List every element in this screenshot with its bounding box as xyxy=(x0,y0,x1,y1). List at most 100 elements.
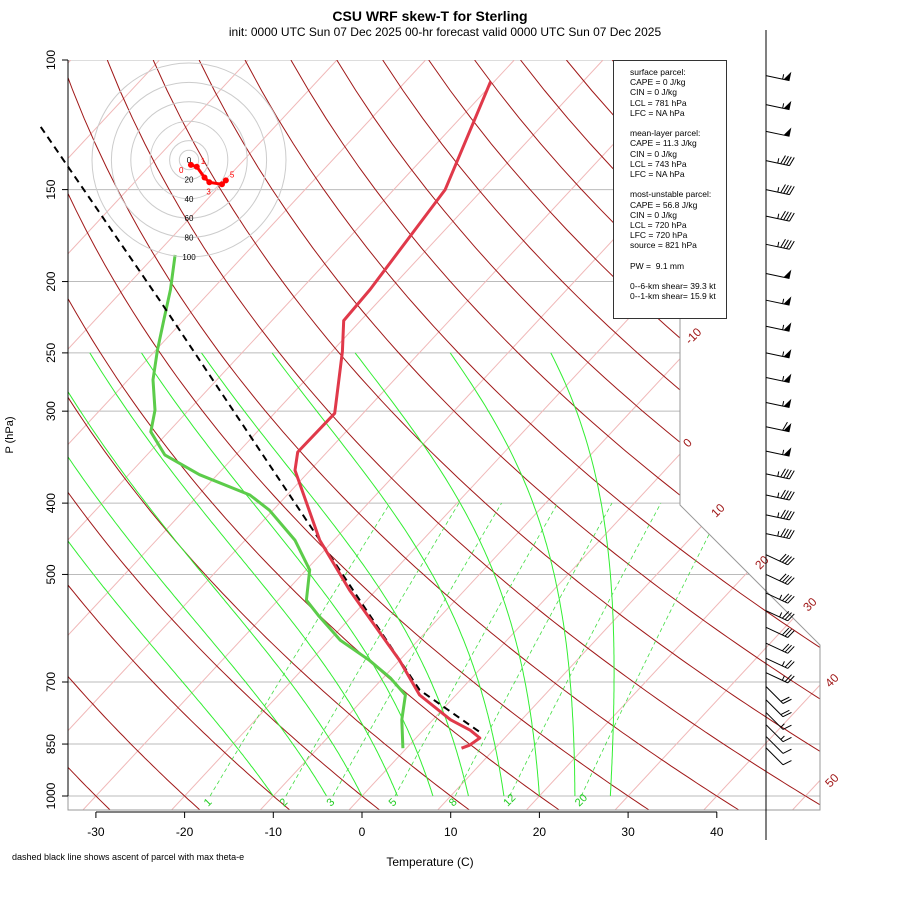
mixing-ratio-line xyxy=(332,502,502,797)
barb-staff xyxy=(765,712,784,730)
wind-barb xyxy=(765,349,792,359)
barb-flag xyxy=(783,239,789,249)
mixing-ratio-line xyxy=(580,502,726,797)
isotherm-label: 40 xyxy=(822,671,842,691)
barb-flag xyxy=(786,212,792,221)
isotherm-label: -10 xyxy=(682,325,704,347)
hodograph-point xyxy=(206,179,213,186)
stat-line: LFC = NA hPa xyxy=(630,169,685,180)
barb-pennant xyxy=(783,422,792,432)
y-tick-label: 1000 xyxy=(44,782,58,809)
mixing-ratio-label: 5 xyxy=(387,796,400,809)
dry-adiabat xyxy=(795,60,820,810)
wind-barb xyxy=(765,626,795,638)
barb-flag xyxy=(786,185,792,195)
isotherm-label: 10 xyxy=(708,501,728,521)
barb-flag xyxy=(783,510,789,519)
wind-barb xyxy=(765,155,795,167)
hodograph-point-label: 0 xyxy=(179,166,184,175)
barb-staff xyxy=(765,747,784,766)
stat-line: LCL = 781 hPa xyxy=(630,97,687,108)
hodograph-ring xyxy=(130,101,248,219)
wind-barb xyxy=(765,421,792,433)
stat-line: 0--1-km shear= 15.9 kt xyxy=(630,291,716,302)
wind-barb xyxy=(765,127,792,137)
barb-half-flag xyxy=(782,449,785,455)
barb-pennant xyxy=(783,71,792,81)
mixing-ratio-label: 1 xyxy=(202,796,215,809)
x-tick-label: -20 xyxy=(176,825,194,839)
barb-flag xyxy=(786,240,792,249)
barb-flag xyxy=(779,553,787,562)
hodograph-ring xyxy=(110,81,268,239)
stat-line: PW = 9.1 mm xyxy=(630,260,685,271)
barb-pennant xyxy=(783,269,792,279)
dry-adiabat xyxy=(703,60,820,810)
wind-barb xyxy=(765,468,795,480)
barb-staff xyxy=(765,325,790,332)
wind-barb xyxy=(765,184,795,196)
barb-pennant xyxy=(783,447,792,457)
dry-adiabat xyxy=(152,60,820,810)
chart-title: CSU WRF skew-T for Sterling xyxy=(332,8,528,24)
hodograph-ring-label: 80 xyxy=(185,234,194,243)
isotherm xyxy=(68,60,160,810)
barb-staff xyxy=(765,592,788,604)
barb-staff xyxy=(765,610,788,622)
barb-pennant xyxy=(783,398,792,408)
barb-flag xyxy=(780,238,786,248)
wind-barb xyxy=(765,71,792,82)
dry-adiabat xyxy=(842,60,900,812)
hodograph-ring-label: 20 xyxy=(185,175,194,184)
y-tick-label: 100 xyxy=(44,50,58,70)
hodograph-ring xyxy=(178,149,200,171)
barb-flag xyxy=(784,576,792,584)
barb-staff xyxy=(765,402,790,409)
barb-flag xyxy=(781,555,790,563)
barb-staff xyxy=(765,686,784,704)
hodograph-ring-label: 60 xyxy=(185,214,194,223)
barb-half-flag xyxy=(782,351,785,357)
hodograph-point xyxy=(218,181,225,188)
stat-line: source = 821 hPa xyxy=(630,240,697,251)
barb-flag xyxy=(787,646,795,654)
wind-barb xyxy=(765,610,795,622)
mixing-ratio-line xyxy=(394,502,559,797)
barb-flag xyxy=(783,155,789,165)
barb-half-flag xyxy=(777,531,780,537)
wind-barb xyxy=(765,747,792,766)
barb-half-flag xyxy=(782,74,785,80)
stats-box: surface parcel: CAPE = 0 J/kg CIN = 0 J/kg… xyxy=(613,60,727,319)
barb-half-flag xyxy=(777,492,780,498)
wind-barb xyxy=(765,373,792,383)
hodograph-point xyxy=(201,174,208,181)
stat-line: mean-layer parcel: xyxy=(630,128,701,139)
dry-adiabat xyxy=(106,60,820,810)
stat-line: CIN = 0 J/kg xyxy=(630,148,678,159)
barb-staff xyxy=(765,724,784,742)
barb-flag xyxy=(781,611,790,619)
wind-barb xyxy=(765,724,792,743)
barb-flag xyxy=(782,736,792,743)
y-tick-label: 200 xyxy=(44,271,58,291)
barb-flag xyxy=(784,556,792,564)
stat-line xyxy=(630,179,726,189)
barb-staff xyxy=(765,573,788,586)
stat-line: CAPE = 56.8 J/kg xyxy=(630,199,698,210)
barb-flag xyxy=(786,510,792,520)
wind-barb xyxy=(765,489,795,501)
stat-line xyxy=(630,118,726,128)
barb-flag xyxy=(783,184,789,194)
barb-flag xyxy=(787,613,795,622)
hodograph-ring-label: 0 xyxy=(187,156,192,165)
barb-flag xyxy=(781,574,790,583)
hodograph-point-label: 3 xyxy=(206,187,211,196)
barb-pennant xyxy=(783,322,792,332)
moist-adiabat xyxy=(271,352,505,797)
stat-line: CIN = 0 J/kg xyxy=(630,209,678,220)
barb-half-flag xyxy=(781,675,785,681)
mixing-ratio-line xyxy=(509,502,662,797)
barb-flag xyxy=(787,630,795,638)
dry-adiabat xyxy=(749,60,820,810)
